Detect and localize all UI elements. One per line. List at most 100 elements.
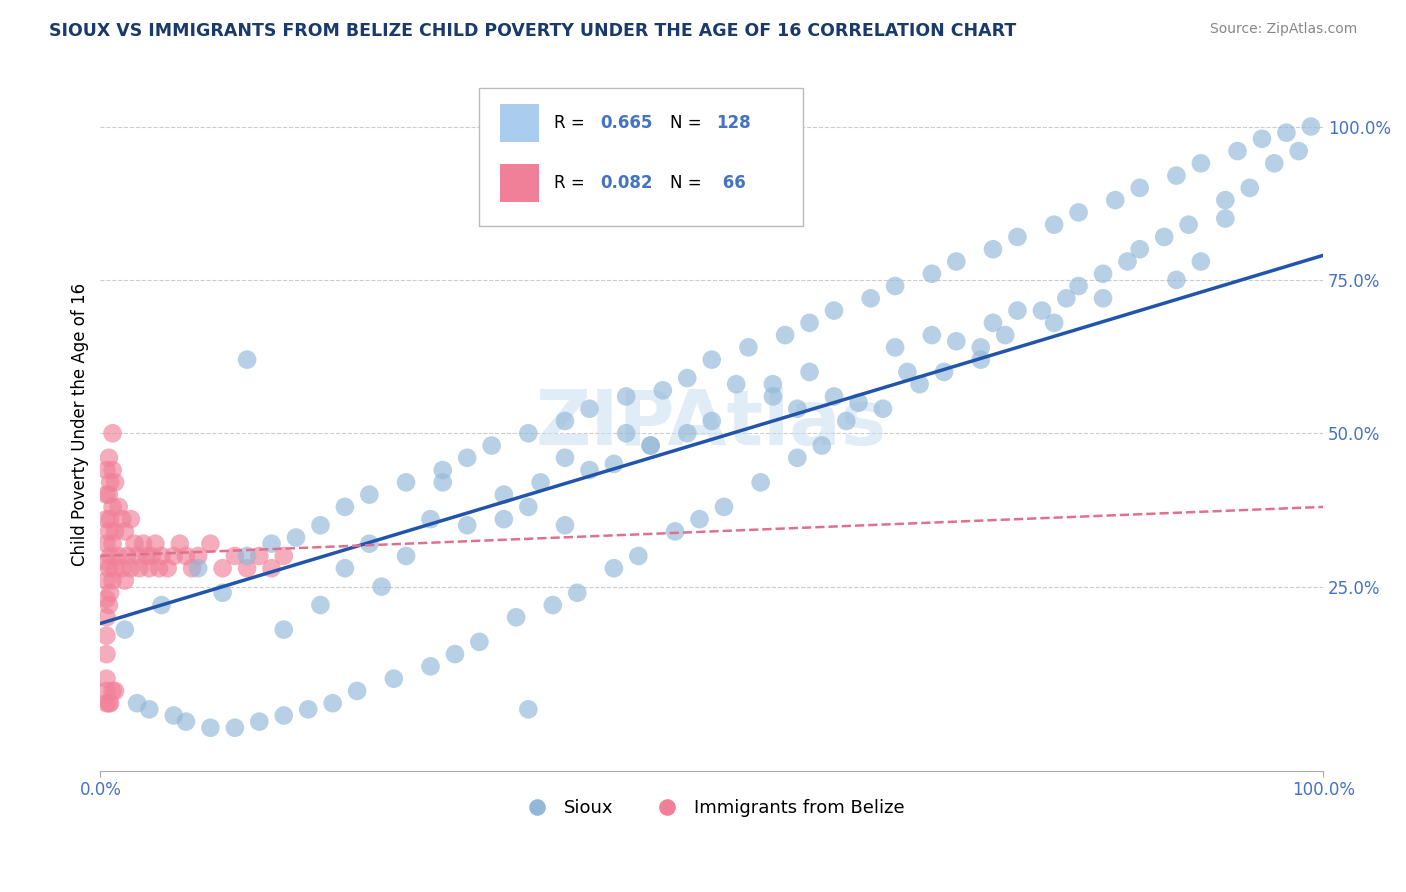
Point (725, 377, 748, 392)
Point (1177, 218, 1199, 232)
Point (96, 647, 118, 661)
Point (174, 549, 197, 563)
Point (97, 561, 120, 575)
Point (125, 549, 148, 563)
Point (101, 684, 124, 698)
Point (1226, 144, 1249, 158)
Point (125, 696, 148, 710)
Point (359, 537, 381, 551)
Point (859, 291, 882, 305)
Point (676, 426, 699, 441)
Point (96, 672, 118, 686)
Point (444, 647, 467, 661)
Point (97, 450, 120, 465)
Point (786, 401, 808, 416)
Point (689, 512, 711, 526)
Point (1288, 144, 1310, 158)
Point (211, 586, 233, 600)
Point (236, 352, 259, 367)
Point (1031, 303, 1053, 318)
Point (651, 384, 673, 398)
Point (98, 475, 121, 490)
Point (468, 635, 491, 649)
Text: 66: 66 (717, 174, 745, 192)
Point (700, 414, 723, 428)
Text: SIOUX VS IMMIGRANTS FROM BELIZE CHILD POVERTY UNDER THE AGE OF 16 CORRELATION CH: SIOUX VS IMMIGRANTS FROM BELIZE CHILD PO… (49, 22, 1017, 40)
Point (456, 450, 478, 465)
Point (297, 702, 319, 716)
Point (981, 316, 1004, 330)
Point (786, 450, 808, 465)
Text: N =: N = (671, 174, 707, 192)
Point (432, 463, 454, 477)
Point (200, 537, 222, 551)
Point (111, 512, 134, 526)
Point (128, 561, 150, 575)
Point (1251, 132, 1274, 146)
Point (749, 475, 772, 490)
Point (224, 549, 246, 563)
Y-axis label: Child Poverty Under the Age of 16: Child Poverty Under the Age of 16 (72, 283, 89, 566)
Point (96, 463, 118, 477)
Point (456, 518, 478, 533)
Point (98, 586, 121, 600)
Point (492, 488, 515, 502)
Point (614, 426, 637, 441)
Point (419, 512, 441, 526)
Text: 128: 128 (717, 114, 751, 132)
Point (664, 524, 686, 539)
Point (432, 475, 454, 490)
Point (135, 549, 157, 563)
Point (107, 549, 129, 563)
Point (1189, 254, 1212, 268)
Point (187, 561, 209, 575)
Point (273, 623, 295, 637)
Point (1213, 211, 1236, 226)
Text: N =: N = (671, 114, 707, 132)
Point (970, 340, 993, 354)
Point (1092, 291, 1115, 305)
Point (224, 721, 246, 735)
Point (1067, 279, 1090, 293)
Point (945, 254, 967, 268)
Point (98, 696, 121, 710)
Point (932, 365, 955, 379)
Point (370, 580, 392, 594)
Point (481, 438, 503, 452)
Point (529, 475, 551, 490)
Point (138, 702, 160, 716)
Point (1043, 316, 1066, 330)
Point (773, 328, 796, 343)
Point (117, 549, 139, 563)
Point (96, 574, 118, 588)
Point (578, 401, 600, 416)
Point (1007, 303, 1029, 318)
Point (1129, 181, 1152, 195)
Point (309, 598, 332, 612)
Point (236, 561, 259, 575)
Point (700, 352, 723, 367)
Point (114, 524, 136, 539)
Point (1067, 205, 1090, 219)
Point (211, 561, 233, 575)
Point (174, 714, 197, 729)
Point (236, 549, 259, 563)
Point (101, 426, 124, 441)
Point (104, 561, 127, 575)
Point (762, 377, 785, 392)
Point (260, 537, 283, 551)
Point (640, 438, 662, 452)
Point (285, 531, 308, 545)
Point (614, 389, 637, 403)
Point (395, 475, 418, 490)
Point (163, 708, 186, 723)
Point (120, 512, 142, 526)
Point (823, 389, 845, 403)
FancyBboxPatch shape (501, 164, 540, 202)
Point (97, 598, 120, 612)
Point (823, 303, 845, 318)
Point (96, 512, 118, 526)
Text: 0.665: 0.665 (600, 114, 652, 132)
Point (96, 610, 118, 624)
Point (554, 414, 576, 428)
